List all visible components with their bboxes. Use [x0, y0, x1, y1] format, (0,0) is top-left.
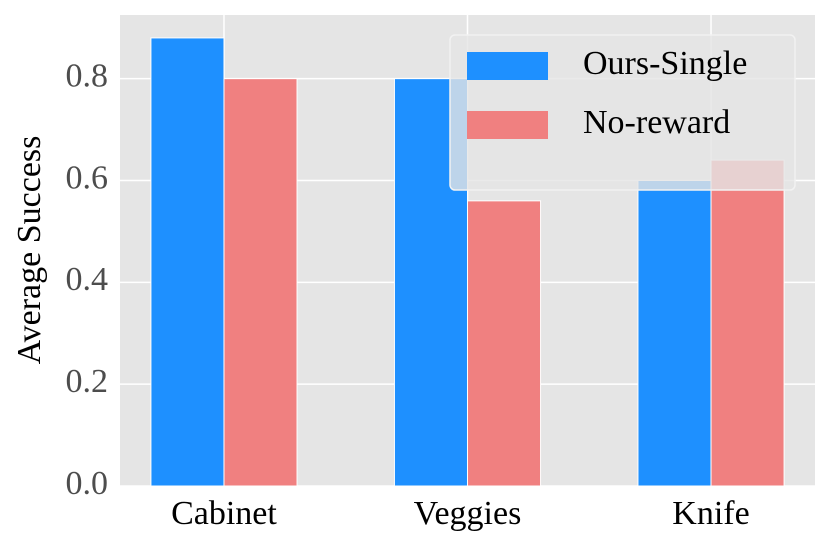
bar [467, 200, 542, 487]
x-tick-label: Knife [672, 495, 749, 532]
x-tick-label: Veggies [414, 495, 522, 532]
legend-swatch [467, 52, 548, 80]
y-axis-label: Average Success [11, 136, 48, 365]
bar [150, 37, 225, 487]
legend-label: No-reward [583, 104, 730, 141]
y-tick-label: 0.8 [66, 57, 109, 94]
y-tick-label: 0.4 [66, 261, 109, 298]
y-tick-label: 0.0 [66, 465, 109, 502]
x-tick-label: Cabinet [171, 495, 277, 532]
bar [223, 78, 298, 487]
legend-label: Ours-Single [583, 45, 747, 82]
legend-swatch [467, 111, 548, 139]
bar [710, 159, 785, 487]
bar [637, 179, 712, 487]
y-tick-label: 0.6 [66, 159, 109, 196]
y-tick-label: 0.2 [66, 363, 109, 400]
